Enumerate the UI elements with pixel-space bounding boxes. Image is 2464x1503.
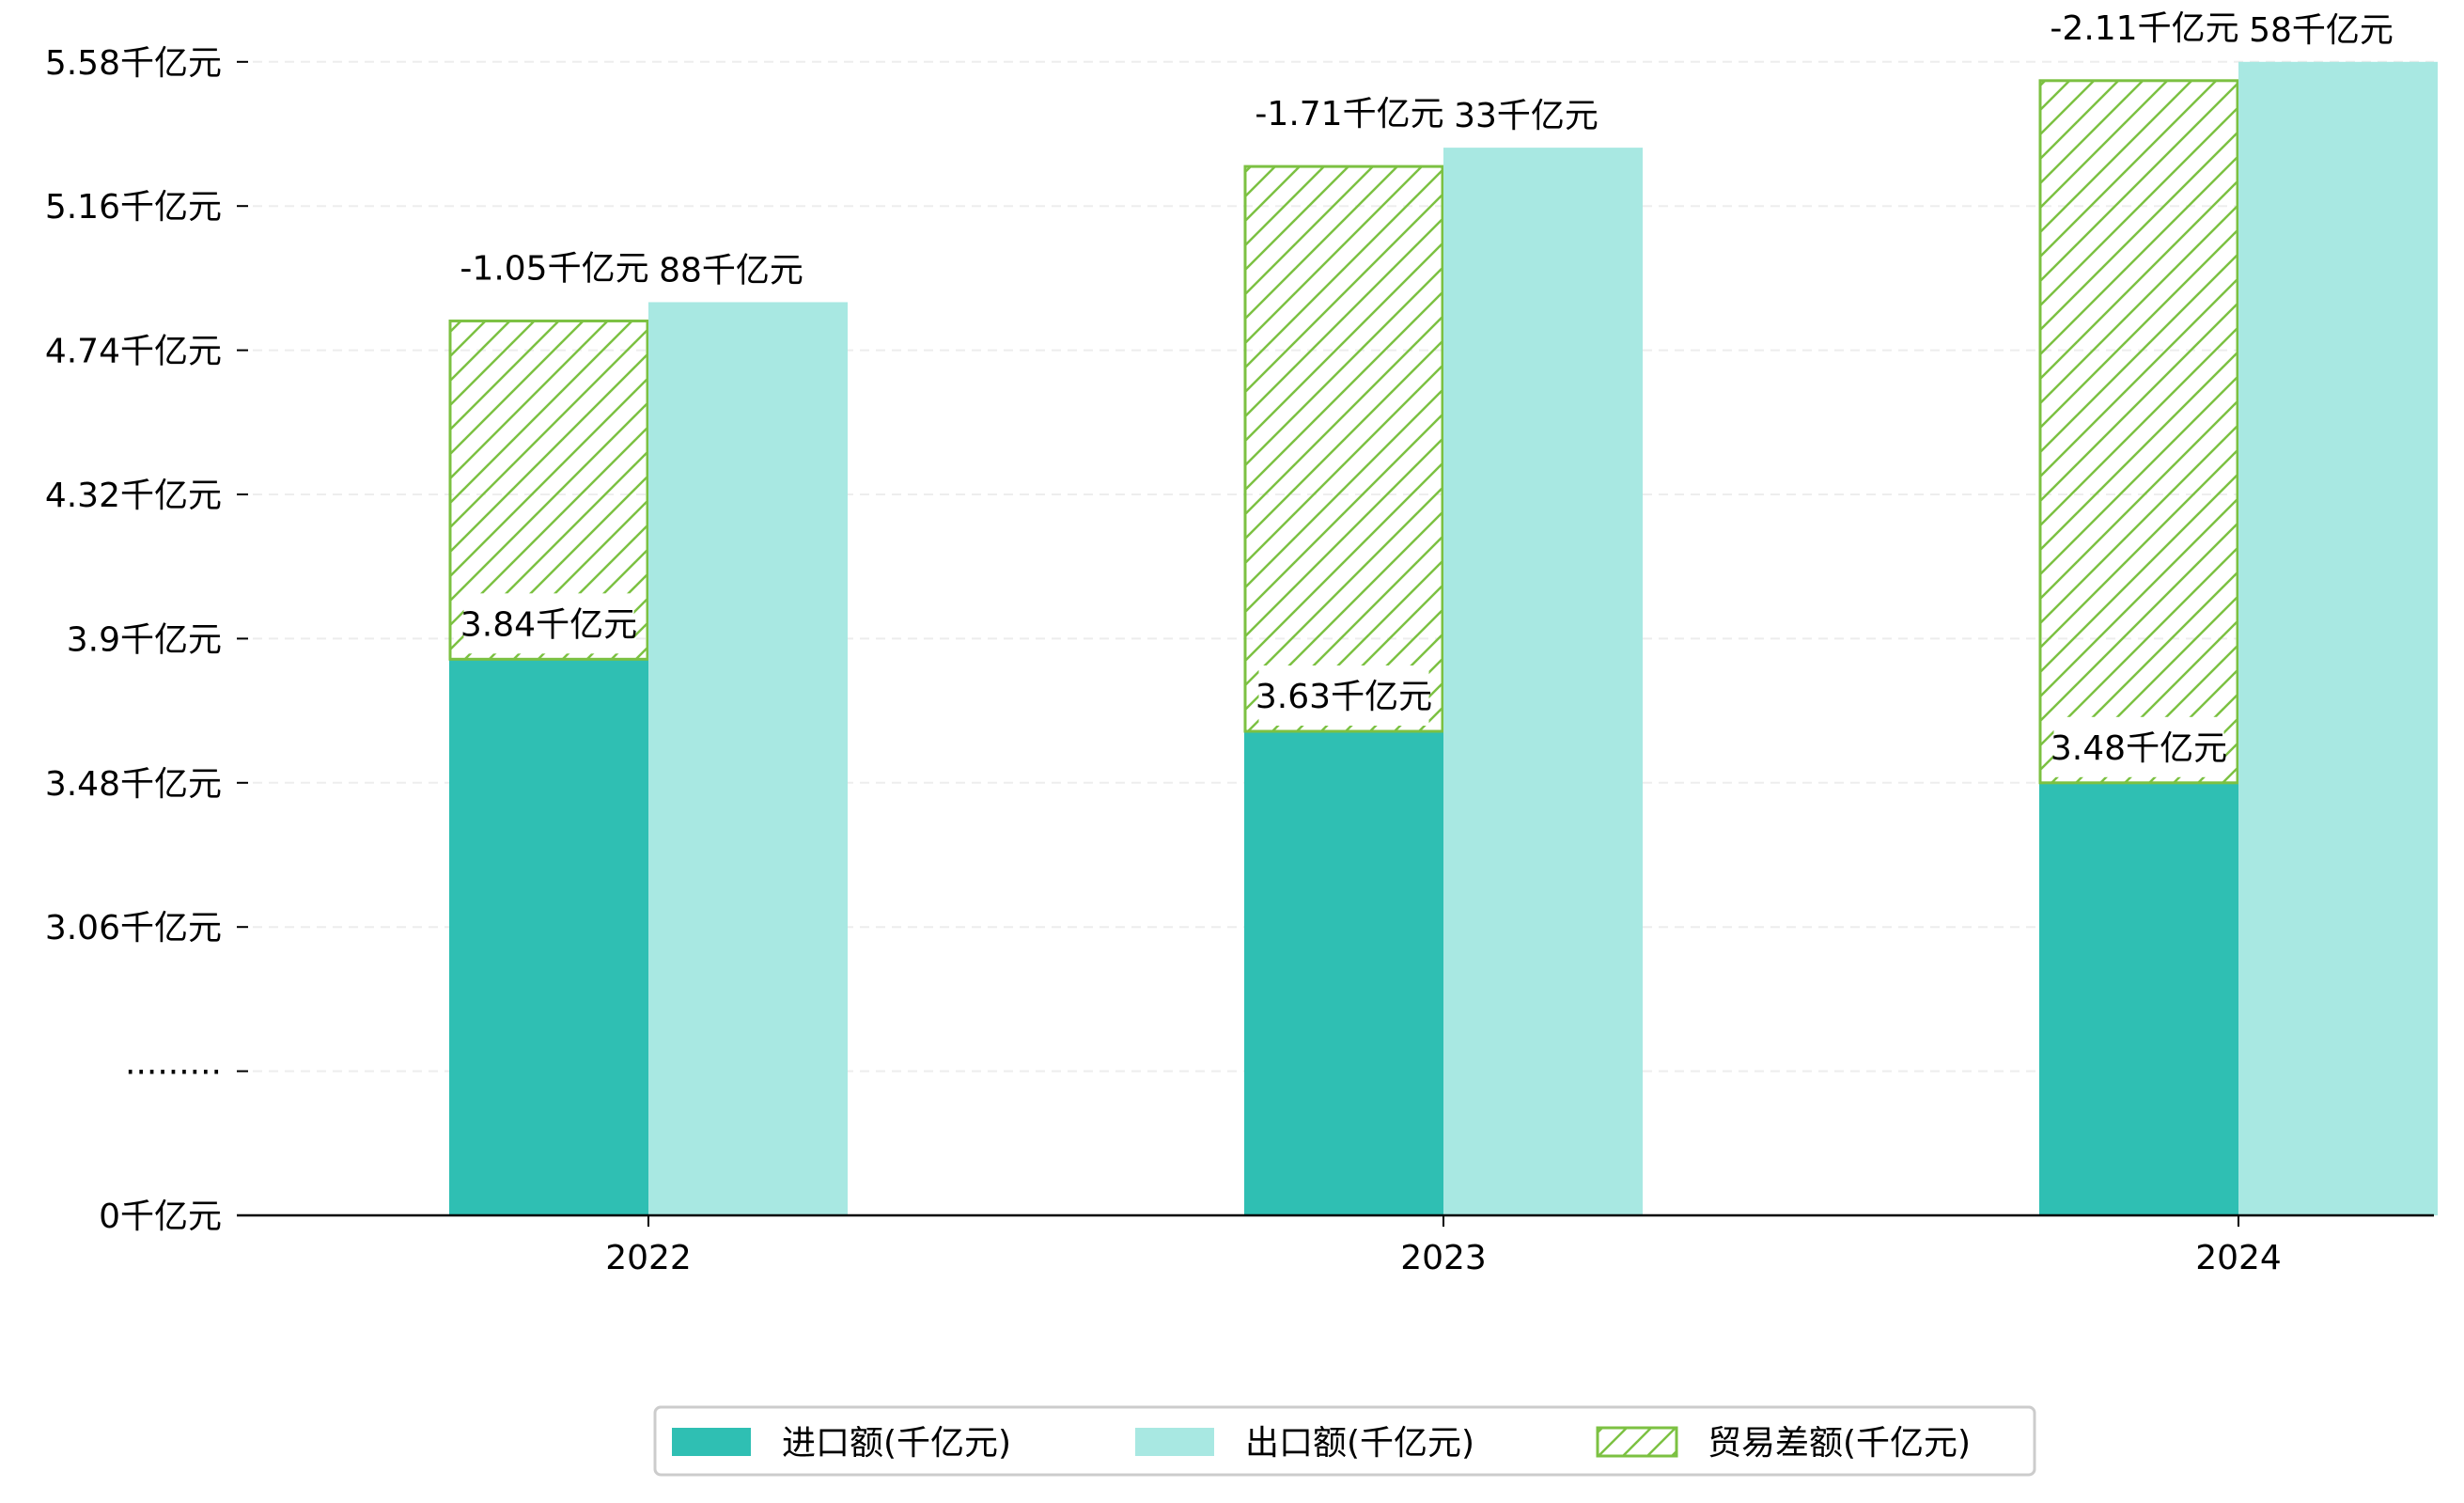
x-tick-label: 2022 (605, 1239, 692, 1277)
legend-box (653, 1405, 2036, 1477)
y-tick-label: ········· (125, 1054, 222, 1092)
axes: 0千亿元 ········· 3.06千亿元 3.48千亿元 3.9千亿元 4.32千亿元… (45, 44, 2434, 1277)
export-value-label: 58千亿元 (2249, 11, 2394, 50)
export-bar (2238, 61, 2438, 1215)
y-tick-label: 4.74千亿元 (45, 333, 222, 371)
bars (448, 61, 2438, 1216)
import-value-label-bg (2053, 716, 2224, 777)
export-value-label: 88千亿元 (659, 251, 803, 290)
balance-bar (1243, 164, 1444, 733)
y-tick-label: 5.16千亿元 (45, 188, 222, 227)
import-value-label: 3.48千亿元 (2051, 729, 2227, 768)
y-tick-label: 4.32千亿元 (45, 477, 222, 515)
balance-value-label-bg (459, 237, 650, 298)
x-tick-label: 2024 (2195, 1239, 2282, 1277)
balance-value-label-bg (2049, 0, 2240, 57)
import-value-label: 3.84千亿元 (460, 605, 637, 644)
balance-value-label: -1.71千亿元 (1255, 95, 1443, 133)
legend-label: 贸易差额(千亿元) (1708, 1424, 1971, 1463)
import-bar (2039, 782, 2238, 1215)
import-value-label-bg (463, 593, 634, 654)
export-bar (648, 302, 848, 1215)
legend-swatch (672, 1428, 751, 1456)
y-tick-label: 0千亿元 (99, 1198, 222, 1236)
legend-label: 进口额(千亿元) (782, 1424, 1011, 1463)
balance-value-label: -1.05千亿元 (460, 249, 648, 288)
export-value-label: 33千亿元 (1454, 97, 1598, 135)
legend-label: 出口额(千亿元) (1245, 1424, 1474, 1463)
data-labels: 3.84千亿元 -1.05千亿元 88千亿元 3.63千亿元 -1.71千亿元 33千亿元… (459, 0, 2394, 777)
y-tick-label: 5.58千亿元 (45, 44, 222, 83)
export-bar (1443, 148, 1643, 1216)
y-tick-label: 3.06千亿元 (45, 909, 222, 947)
balance-value-label: -2.11千亿元 (2050, 9, 2238, 48)
y-tick-label: 3.48千亿元 (45, 765, 222, 804)
balance-bar (2038, 79, 2239, 785)
legend-swatch (1135, 1428, 1214, 1456)
legend: 进口额(千亿元) 出口额(千亿元) 贸易差额(千亿元) (653, 1405, 2036, 1477)
import-value-label-bg (1258, 665, 1429, 727)
import-value-label: 3.63千亿元 (1255, 678, 1432, 716)
import-bar (449, 659, 648, 1215)
y-tick-label: 3.9千亿元 (67, 620, 222, 659)
legend-swatch (1596, 1426, 1678, 1458)
balance-value-label-bg (1254, 83, 1445, 144)
x-tick-label: 2023 (1400, 1239, 1487, 1277)
import-bar (1244, 731, 1443, 1215)
